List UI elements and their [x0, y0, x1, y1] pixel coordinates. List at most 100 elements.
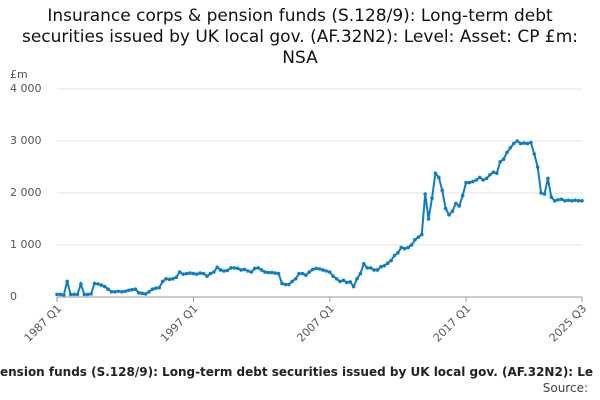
point — [460, 193, 465, 198]
point — [246, 269, 250, 273]
y-tick-label: 0 — [10, 290, 17, 303]
point — [55, 292, 59, 297]
point — [321, 268, 325, 272]
point — [535, 165, 540, 169]
point — [481, 178, 485, 182]
point — [471, 179, 475, 184]
point — [508, 145, 513, 150]
point — [426, 217, 431, 221]
point — [72, 292, 76, 297]
point — [355, 277, 359, 281]
point — [542, 192, 547, 196]
point — [552, 199, 557, 203]
point — [154, 286, 158, 290]
point — [515, 139, 520, 143]
x-tick-label: 2017 Q1 — [431, 302, 474, 345]
point — [341, 278, 346, 283]
point — [130, 287, 134, 292]
point — [194, 272, 199, 276]
series-line — [57, 139, 582, 297]
point — [491, 170, 496, 174]
point — [133, 287, 138, 292]
point — [348, 280, 352, 284]
point — [454, 201, 458, 206]
point — [137, 291, 141, 295]
point — [235, 266, 240, 271]
point — [160, 279, 165, 284]
point — [116, 289, 121, 294]
point — [62, 293, 66, 297]
point — [392, 253, 397, 258]
y-axis-label: £m — [10, 68, 28, 81]
point — [474, 178, 479, 182]
point — [368, 266, 373, 270]
point — [484, 176, 489, 181]
point — [85, 292, 90, 297]
x-tick-label: 2025 Q3 — [547, 302, 590, 345]
point — [229, 266, 233, 270]
point — [512, 141, 516, 146]
point — [406, 245, 410, 250]
point — [443, 206, 448, 211]
point — [58, 292, 63, 297]
point — [276, 271, 281, 276]
point — [433, 171, 438, 176]
point — [569, 199, 574, 203]
point — [65, 279, 70, 284]
point — [239, 268, 243, 272]
point — [269, 270, 274, 275]
point — [280, 281, 284, 286]
point — [437, 175, 441, 180]
point — [218, 268, 223, 272]
point — [566, 198, 571, 203]
point — [450, 209, 455, 213]
point — [208, 271, 213, 276]
point — [505, 150, 509, 155]
point — [300, 271, 305, 276]
point — [413, 238, 417, 242]
point — [215, 265, 220, 270]
point — [283, 282, 288, 287]
point — [546, 176, 550, 181]
point — [416, 235, 421, 239]
point — [385, 261, 390, 266]
point — [242, 267, 247, 272]
point — [457, 204, 462, 208]
point — [290, 279, 295, 284]
point — [157, 285, 162, 290]
point — [89, 292, 93, 296]
point — [113, 290, 117, 294]
x-tick-label: 1997 Q1 — [158, 302, 201, 345]
point — [171, 277, 175, 281]
point — [212, 270, 216, 274]
point — [573, 198, 577, 203]
point — [293, 277, 298, 281]
point — [109, 290, 114, 294]
point — [263, 270, 267, 274]
point — [331, 274, 335, 279]
point — [389, 258, 393, 263]
point — [419, 232, 424, 237]
point — [372, 268, 376, 272]
point — [501, 157, 506, 161]
point — [402, 246, 407, 251]
point — [576, 199, 581, 203]
point — [430, 196, 434, 200]
point — [556, 197, 560, 202]
point — [379, 265, 383, 269]
chart: £m 0 1 000 2 000 3 000 4 000 1987 Q1 1997 Q1 20… — [10, 68, 590, 345]
point — [143, 292, 148, 296]
point — [177, 270, 182, 274]
point — [79, 282, 83, 286]
point — [563, 199, 567, 203]
point — [126, 288, 131, 293]
point — [96, 282, 100, 286]
point — [529, 140, 533, 145]
point — [362, 261, 366, 266]
point — [222, 269, 226, 273]
point — [123, 289, 127, 294]
point — [205, 274, 209, 279]
point — [351, 284, 356, 289]
point — [252, 266, 257, 271]
